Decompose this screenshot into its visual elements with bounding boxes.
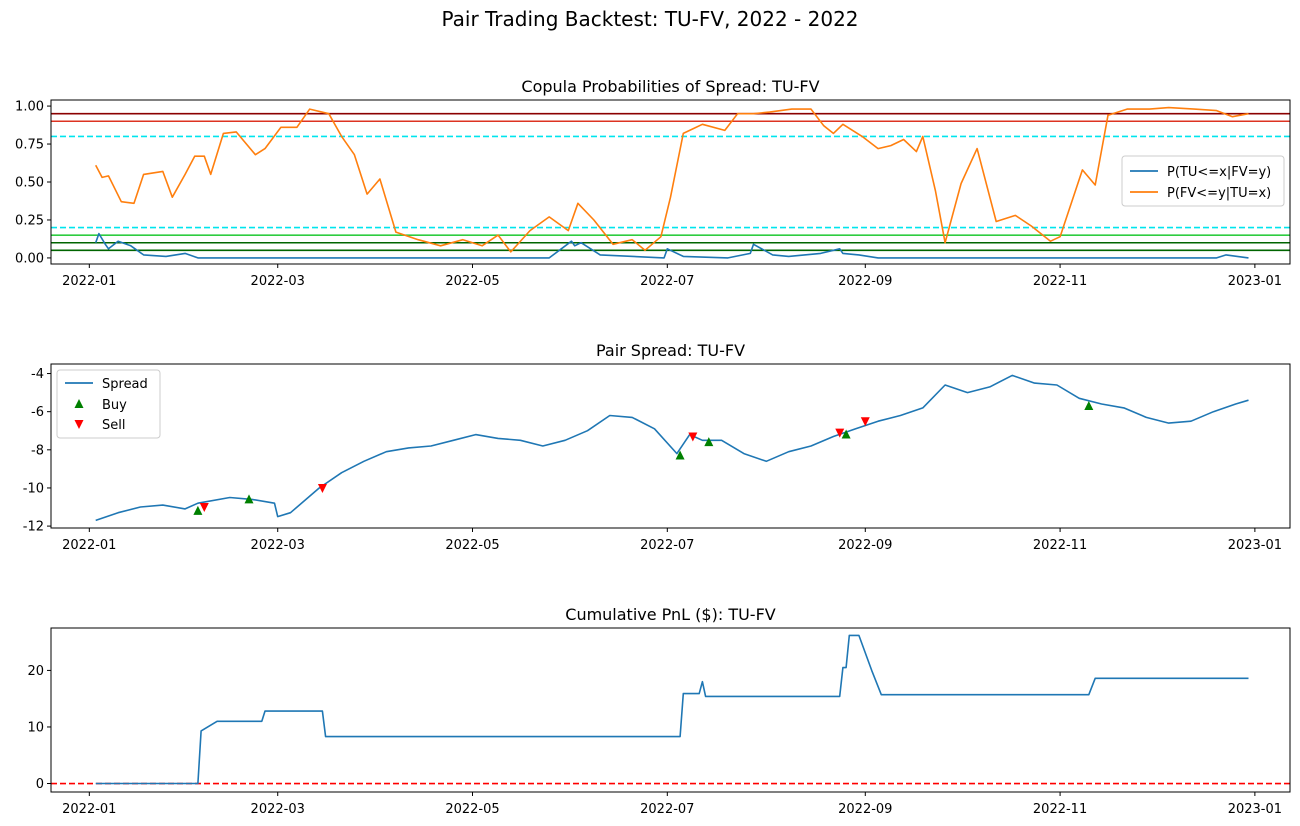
buy-marker bbox=[704, 437, 714, 447]
legend-label: Sell bbox=[102, 418, 125, 433]
y-tick-label: 20 bbox=[27, 664, 44, 679]
x-tick-label: 2022-05 bbox=[445, 274, 499, 289]
series-line bbox=[94, 106, 1249, 253]
x-tick-label: 2022-05 bbox=[445, 802, 499, 817]
legend: P(TU<=x|FV=y) P(FV<=y|TU=x) bbox=[1121, 155, 1285, 207]
panel-title: Copula Probabilities of Spread: TU-FV bbox=[521, 77, 819, 96]
buy-marker bbox=[244, 494, 254, 504]
x-tick-label: 2022-07 bbox=[640, 274, 694, 289]
axes-frame bbox=[50, 627, 1291, 793]
y-tick-label: 1.00 bbox=[15, 100, 44, 115]
x-tick-label: 2022-11 bbox=[1033, 538, 1087, 553]
x-tick-label: 2023-01 bbox=[1228, 802, 1282, 817]
legend: Spread Buy Sell bbox=[56, 369, 161, 439]
sell-marker bbox=[688, 432, 698, 442]
x-tick-label: 2022-01 bbox=[62, 274, 116, 289]
x-tick-label: 2022-07 bbox=[640, 802, 694, 817]
legend-swatch bbox=[74, 399, 84, 408]
y-tick-label: -8 bbox=[31, 443, 44, 458]
panel-title: Pair Spread: TU-FV bbox=[596, 341, 745, 360]
y-tick-label: 0.75 bbox=[15, 138, 44, 153]
legend-box bbox=[1121, 155, 1285, 207]
x-tick-label: 2022-03 bbox=[251, 274, 305, 289]
plot-area bbox=[51, 634, 1290, 785]
legend-label: Spread bbox=[102, 377, 148, 392]
plot-area bbox=[51, 106, 1290, 259]
buy-marker bbox=[675, 450, 685, 460]
axes-frame bbox=[50, 99, 1291, 265]
y-tick-label: 0 bbox=[36, 777, 44, 792]
y-tick-label: 0.00 bbox=[15, 251, 44, 266]
axes-frame bbox=[50, 363, 1291, 529]
pair-spread-panel: Pair Spread: TU-FV 2022-01 2022-03 2022-05… bbox=[23, 341, 1291, 553]
sell-marker bbox=[317, 483, 327, 493]
series-line bbox=[95, 374, 1249, 522]
y-tick-label: -12 bbox=[23, 520, 44, 535]
y-tick-label: 0.25 bbox=[15, 213, 44, 228]
buy-marker bbox=[193, 505, 203, 515]
sell-marker bbox=[835, 428, 845, 438]
x-tick-label: 2022-09 bbox=[838, 802, 892, 817]
cumulative-pnl-panel: Cumulative PnL ($): TU-FV 2022-01 2022-03… bbox=[27, 605, 1291, 817]
panel-title: Cumulative PnL ($): TU-FV bbox=[565, 605, 776, 624]
y-tick-label: -4 bbox=[31, 367, 44, 382]
x-tick-label: 2023-01 bbox=[1228, 538, 1282, 553]
y-tick-label: -10 bbox=[23, 481, 44, 496]
legend-label: P(TU<=x|FV=y) bbox=[1167, 165, 1271, 180]
sell-marker bbox=[199, 503, 209, 513]
x-tick-label: 2022-09 bbox=[838, 274, 892, 289]
x-tick-label: 2022-11 bbox=[1033, 274, 1087, 289]
copula-probabilities-panel: Copula Probabilities of Spread: TU-FV 20… bbox=[15, 77, 1291, 289]
y-tick-label: 0.50 bbox=[15, 176, 44, 191]
figure-suptitle: Pair Trading Backtest: TU-FV, 2022 - 202… bbox=[441, 7, 858, 31]
buy-marker bbox=[841, 429, 851, 439]
buy-marker bbox=[1084, 400, 1094, 410]
x-tick-label: 2022-01 bbox=[62, 802, 116, 817]
series-line bbox=[95, 634, 1249, 785]
x-tick-label: 2022-03 bbox=[251, 538, 305, 553]
legend-label: Buy bbox=[102, 398, 127, 413]
plot-area bbox=[95, 374, 1249, 522]
sell-marker bbox=[860, 417, 870, 427]
legend-swatch bbox=[74, 420, 84, 429]
x-tick-label: 2022-07 bbox=[640, 538, 694, 553]
x-tick-label: 2022-03 bbox=[251, 802, 305, 817]
x-tick-label: 2022-11 bbox=[1033, 802, 1087, 817]
series-line bbox=[94, 232, 1249, 259]
y-tick-label: 10 bbox=[27, 720, 44, 735]
legend-label: P(FV<=y|TU=x) bbox=[1167, 186, 1271, 201]
x-tick-label: 2023-01 bbox=[1228, 274, 1282, 289]
y-tick-label: -6 bbox=[31, 405, 44, 420]
x-tick-label: 2022-05 bbox=[445, 538, 499, 553]
x-tick-label: 2022-09 bbox=[838, 538, 892, 553]
x-tick-label: 2022-01 bbox=[62, 538, 116, 553]
